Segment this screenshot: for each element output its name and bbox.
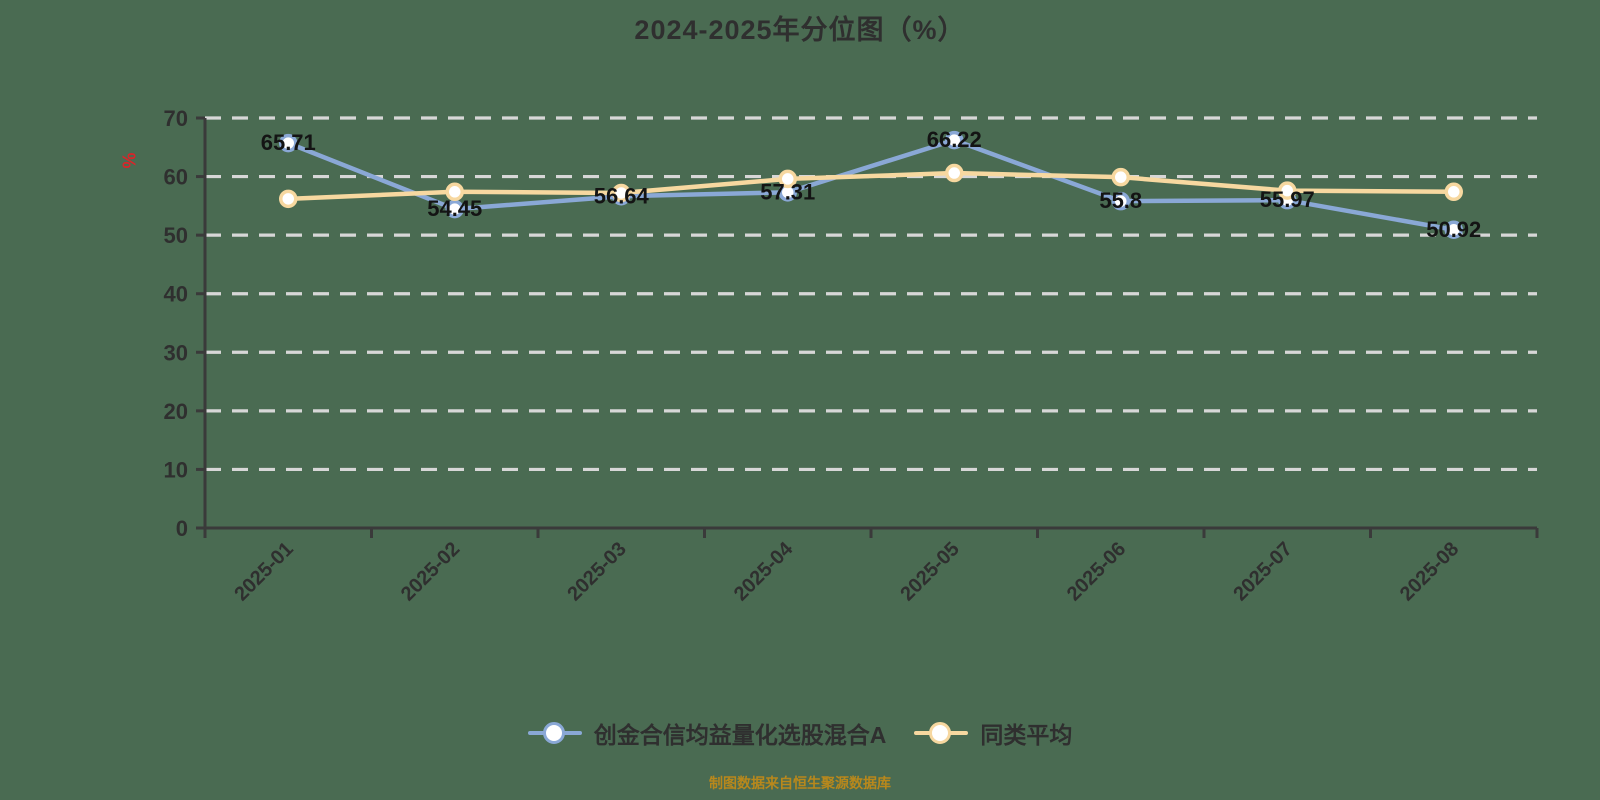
- data-point-1-2025-08[interactable]: [1444, 182, 1463, 202]
- x-tick-label-2025-07: 2025-07: [1229, 538, 1296, 605]
- data-point-label-0-2025-01: 65.71: [261, 130, 316, 155]
- legend-label-fund: 创金合信均益量化选股混合A: [593, 722, 887, 748]
- data-point-1-2025-06[interactable]: [1111, 167, 1130, 187]
- data-point-label-0-2025-08: 50.92: [1426, 217, 1481, 242]
- legend-label-peer-average: 同类平均: [980, 722, 1073, 748]
- data-point-0-2025-08[interactable]: [1444, 220, 1463, 240]
- series-line-0: [286, 137, 1456, 233]
- x-tick-label-2025-08: 2025-08: [1396, 538, 1463, 605]
- data-point-label-0-2025-07: 55.97: [1260, 187, 1315, 212]
- chart-title: 2024-2025年分位图（%）: [634, 15, 966, 45]
- x-tick-label-2025-06: 2025-06: [1063, 538, 1130, 605]
- y-tick-label-50: 50: [164, 223, 188, 248]
- chart-legend: 创金合信均益量化选股混合A 同类平均: [0, 710, 1600, 756]
- data-source-note: 制图数据来自恒生聚源数据库: [709, 775, 891, 791]
- data-point-1-2025-02[interactable]: [445, 182, 464, 202]
- legend-item-fund[interactable]: 创金合信均益量化选股混合A: [527, 716, 887, 750]
- x-tick-label-2025-04: 2025-04: [730, 537, 798, 605]
- series-line-1: [286, 170, 1456, 202]
- data-point-0-2025-05[interactable]: [945, 130, 964, 150]
- y-tick-label-40: 40: [164, 282, 188, 307]
- data-point-0-2025-06[interactable]: [1111, 191, 1130, 211]
- y-tick-label-30: 30: [164, 340, 188, 365]
- data-point-0-2025-02[interactable]: [445, 199, 464, 219]
- y-tick-label-60: 60: [164, 165, 188, 190]
- data-point-label-0-2025-04: 57.31: [760, 179, 815, 204]
- data-point-label-0-2025-03: 56.64: [594, 183, 650, 208]
- x-tick-label-2025-05: 2025-05: [896, 538, 963, 605]
- legend-item-peer-average[interactable]: 同类平均: [914, 716, 1072, 750]
- x-tick-label-2025-03: 2025-03: [563, 538, 630, 605]
- data-point-label-0-2025-06: 55.8: [1099, 188, 1142, 213]
- line-chart: 0 10 20 30 40 50 60 70 2025-01 2025-02 2025-03 2025…: [164, 106, 1539, 605]
- data-point-1-2025-04[interactable]: [778, 169, 797, 189]
- legend-marker-peer-icon: [914, 721, 969, 745]
- legend-marker-fund-icon: [527, 721, 582, 745]
- data-point-1-2025-07[interactable]: [1278, 181, 1297, 200]
- data-point-0-2025-01[interactable]: [279, 133, 298, 153]
- data-point-1-2025-01[interactable]: [279, 189, 298, 209]
- x-tick-label-2025-02: 2025-02: [397, 538, 464, 605]
- data-point-1-2025-05[interactable]: [945, 163, 964, 183]
- y-tick-label-20: 20: [164, 399, 188, 424]
- data-point-label-0-2025-05: 66.22: [927, 127, 982, 152]
- data-point-label-0-2025-02: 54.45: [427, 196, 482, 221]
- y-tick-label-0: 0: [176, 516, 188, 541]
- data-point-1-2025-03[interactable]: [612, 183, 631, 203]
- y-tick-label-70: 70: [164, 106, 188, 131]
- x-tick-label-2025-01: 2025-01: [230, 538, 297, 605]
- y-tick-label-10: 10: [164, 457, 188, 482]
